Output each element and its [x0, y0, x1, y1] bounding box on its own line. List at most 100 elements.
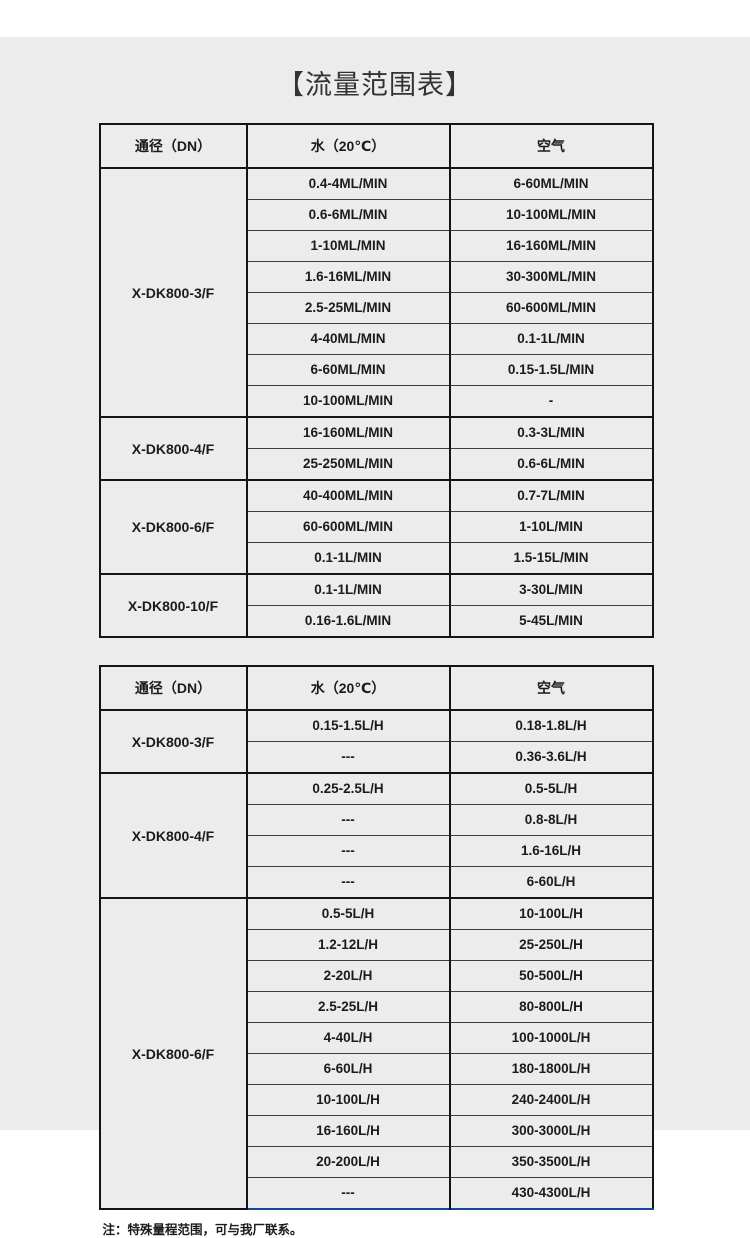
table-row: 25-250ML/MIN 0.6-6L/MIN — [100, 448, 653, 482]
cell-air: 60-600ML/MIN — [449, 292, 653, 325]
cell-water: 2.5-25L/H — [246, 991, 451, 1024]
table-header-row: 通径（DN） 水（20℃） 空气 — [99, 666, 653, 712]
cell-water: 40-400ML/MIN — [246, 480, 451, 513]
cell-water: 60-600ML/MIN — [246, 511, 451, 544]
table-row: 2-20L/H 50-500L/H — [100, 960, 653, 993]
table-row: 10-100ML/MIN - — [100, 385, 653, 419]
cell-water: 4-40ML/MIN — [246, 323, 451, 356]
cell-water: 0.15-1.5L/H — [246, 710, 451, 743]
cell-water: 2.5-25ML/MIN — [246, 292, 451, 325]
table-row: 0.6-6ML/MIN 10-100ML/MIN — [100, 199, 653, 232]
cell-water: 16-160L/H — [246, 1115, 451, 1148]
cell-water: 16-160ML/MIN — [246, 417, 451, 450]
cell-dn: X-DK800-10/F — [99, 574, 248, 639]
table-row: --- 6-60L/H — [100, 866, 653, 900]
flow-range-table-2-wrapper: 通径（DN） 水（20℃） 空气 X-DK800-3/F 0.15-1.5L/H 0… — [98, 665, 654, 1211]
cell-air: 1.6-16L/H — [449, 835, 653, 868]
column-header-water: 水（20℃） — [246, 124, 451, 170]
cell-air: 0.1-1L/MIN — [449, 323, 653, 356]
table-row: X-DK800-3/F 0.15-1.5L/H 0.18-1.8L/H — [99, 710, 653, 775]
table-row: --- 0.36-3.6L/H — [100, 741, 653, 775]
cell-dn: X-DK800-3/F — [99, 168, 248, 419]
flow-range-table-1-wrapper: 通径（DN） 水（20℃） 空气 X-DK800-3/F 0.4-4ML/MIN 6… — [98, 123, 654, 639]
cell-air: 430-4300L/H — [449, 1177, 653, 1210]
cell-water: 1-10ML/MIN — [246, 230, 451, 263]
cell-water: 0.4-4ML/MIN — [246, 168, 451, 201]
cell-water: --- — [246, 804, 451, 837]
table-row: 10-100L/H 240-2400L/H — [100, 1084, 653, 1117]
cell-water: --- — [246, 741, 451, 775]
cell-air: 0.36-3.6L/H — [449, 741, 653, 775]
table-row: 1.2-12L/H 25-250L/H — [100, 929, 653, 962]
cell-water: 20-200L/H — [246, 1146, 451, 1179]
cell-water: 0.25-2.5L/H — [246, 773, 451, 806]
cell-water: 0.1-1L/MIN — [246, 574, 451, 607]
cell-air: 240-2400L/H — [449, 1084, 653, 1117]
cell-air: 16-160ML/MIN — [449, 230, 653, 263]
cell-water: 2-20L/H — [246, 960, 451, 993]
cell-air: 50-500L/H — [449, 960, 653, 993]
cell-water: --- — [246, 835, 451, 868]
flow-range-table-1: 通径（DN） 水（20℃） 空气 X-DK800-3/F 0.4-4ML/MIN 6… — [98, 123, 654, 639]
table-row: 6-60ML/MIN 0.15-1.5L/MIN — [100, 354, 653, 387]
cell-air: 1.5-15L/MIN — [449, 542, 653, 576]
cell-water: 0.6-6ML/MIN — [246, 199, 451, 232]
table-1-header: 通径（DN） 水（20℃） 空气 — [99, 124, 653, 170]
table-row: 6-60L/H 180-1800L/H — [100, 1053, 653, 1086]
cell-dn: X-DK800-3/F — [99, 710, 248, 775]
table-2-body: X-DK800-3/F 0.15-1.5L/H 0.18-1.8L/H --- 0.36… — [99, 710, 653, 1211]
cell-air: 3-30L/MIN — [449, 574, 653, 607]
table-row: 2.5-25ML/MIN 60-600ML/MIN — [100, 292, 653, 325]
cell-air: 10-100L/H — [449, 898, 653, 931]
table-row: --- 0.8-8L/H — [100, 804, 653, 837]
table-1-body: X-DK800-3/F 0.4-4ML/MIN 6-60ML/MIN 0.6-6ML/… — [99, 168, 653, 639]
table-row: X-DK800-10/F 0.1-1L/MIN 3-30L/MIN — [99, 574, 653, 639]
cell-air: 350-3500L/H — [449, 1146, 653, 1179]
cell-air: 6-60L/H — [449, 866, 653, 900]
table-row: X-DK800-3/F 0.4-4ML/MIN 6-60ML/MIN — [99, 168, 653, 419]
cell-water: 6-60ML/MIN — [246, 354, 451, 387]
cell-air: 5-45L/MIN — [449, 605, 653, 638]
column-header-water: 水（20℃） — [246, 666, 451, 712]
table-row: 60-600ML/MIN 1-10L/MIN — [100, 511, 653, 544]
cell-air: - — [449, 385, 653, 419]
table-row: 1-10ML/MIN 16-160ML/MIN — [100, 230, 653, 263]
page-body: 【流量范围表】 通径（DN） 水（20℃） 空气 X-DK800-3/F 0.4-… — [0, 37, 750, 1237]
cell-air: 0.15-1.5L/MIN — [449, 354, 653, 387]
cell-air: 6-60ML/MIN — [449, 168, 653, 201]
page-title: 【流量范围表】 — [277, 70, 473, 100]
footnote: 注：特殊量程范围，可与我厂联系。 — [102, 1223, 303, 1238]
column-header-dn: 通径（DN） — [99, 666, 248, 712]
cell-water: 0.1-1L/MIN — [246, 542, 451, 576]
cell-air: 10-100ML/MIN — [449, 199, 653, 232]
table-row: 1.6-16ML/MIN 30-300ML/MIN — [100, 261, 653, 294]
cell-water: 1.2-12L/H — [246, 929, 451, 962]
cell-water: 0.5-5L/H — [246, 898, 451, 931]
cell-air: 0.18-1.8L/H — [449, 710, 653, 743]
cell-air: 0.6-6L/MIN — [449, 448, 653, 482]
table-header-row: 通径（DN） 水（20℃） 空气 — [99, 124, 653, 170]
cell-water: --- — [246, 866, 451, 900]
cell-water: 25-250ML/MIN — [246, 448, 451, 482]
table-row: 0.16-1.6L/MIN 5-45L/MIN — [100, 605, 653, 638]
table-row: X-DK800-6/F 0.5-5L/H 10-100L/H — [99, 898, 653, 1211]
cell-air: 100-1000L/H — [449, 1022, 653, 1055]
cell-air: 0.5-5L/H — [449, 773, 653, 806]
table-row: 16-160L/H 300-3000L/H — [100, 1115, 653, 1148]
cell-air: 0.8-8L/H — [449, 804, 653, 837]
cell-air: 180-1800L/H — [449, 1053, 653, 1086]
table-row: 0.1-1L/MIN 1.5-15L/MIN — [100, 542, 653, 576]
cell-water: --- — [246, 1177, 451, 1210]
cell-air: 0.7-7L/MIN — [449, 480, 653, 513]
column-header-air: 空气 — [449, 666, 653, 712]
cell-water: 10-100ML/MIN — [246, 385, 451, 419]
table-row: 4-40L/H 100-1000L/H — [100, 1022, 653, 1055]
cell-air: 80-800L/H — [449, 991, 653, 1024]
column-header-dn: 通径（DN） — [99, 124, 248, 170]
cell-dn: X-DK800-6/F — [99, 898, 248, 1211]
cell-water: 0.16-1.6L/MIN — [246, 605, 451, 638]
cell-air: 0.3-3L/MIN — [449, 417, 653, 450]
table-row: --- 1.6-16L/H — [100, 835, 653, 868]
table-2-header: 通径（DN） 水（20℃） 空气 — [99, 666, 653, 712]
table-row: 4-40ML/MIN 0.1-1L/MIN — [100, 323, 653, 356]
